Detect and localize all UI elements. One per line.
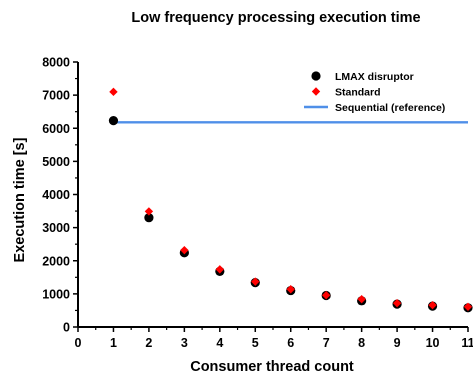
x-tick-label: 9: [394, 336, 401, 350]
x-tick-label: 1: [110, 336, 117, 350]
x-tick-label: 5: [252, 336, 259, 350]
legend-marker-standard: [311, 87, 321, 96]
point-standard: [286, 285, 295, 294]
x-tick-label: 7: [323, 336, 330, 350]
y-tick-label: 4000: [42, 188, 70, 202]
x-axis-label: Consumer thread count: [190, 359, 354, 375]
x-tick-label: 4: [216, 336, 223, 350]
point-standard: [428, 300, 437, 310]
y-axis-label: Execution time [s]: [12, 137, 28, 262]
point-standard: [144, 207, 154, 216]
legend-marker-lmax-disruptor: [311, 71, 321, 81]
x-tick-label: 10: [426, 336, 440, 350]
x-tick-label: 8: [358, 336, 365, 350]
point-standard: [109, 87, 118, 97]
y-tick-label: 1000: [42, 287, 70, 301]
x-tick-label: 2: [145, 336, 152, 350]
point-standard: [251, 277, 260, 286]
y-tick-label: 8000: [42, 56, 70, 70]
x-tick-label: 11: [461, 336, 473, 350]
series-layer: [108, 87, 473, 313]
legend-label: Sequential (reference): [335, 102, 445, 114]
legend-label: LMAX disruptor: [335, 71, 414, 83]
point-standard: [321, 291, 331, 300]
y-axis: 0 1000 2000 3000 4000 5000 6000 7000 8000: [42, 56, 78, 335]
x-tick-label: 0: [75, 336, 82, 350]
point-lmax-disruptor: [144, 213, 154, 223]
point-standard: [215, 265, 225, 274]
point-standard: [463, 302, 473, 311]
point-standard: [392, 298, 402, 308]
point-standard: [180, 245, 189, 255]
x-tick-label: 3: [181, 336, 188, 350]
legend: LMAX disruptor Standard Sequential (refere…: [304, 71, 445, 114]
y-tick-label: 5000: [42, 155, 70, 169]
x-axis: 0 1 2 3 4 5 6 7 8 9 10 11: [75, 327, 473, 350]
y-tick-label: 0: [63, 321, 70, 335]
y-tick-label: 7000: [42, 89, 70, 103]
point-standard: [357, 294, 366, 304]
y-tick-label: 2000: [42, 254, 70, 268]
legend-label: Standard: [335, 86, 381, 98]
chart-title: Low frequency processing execution time: [131, 10, 420, 26]
y-tick-label: 3000: [42, 221, 70, 235]
point-lmax-disruptor: [108, 116, 119, 126]
y-tick-label: 6000: [42, 122, 70, 136]
x-tick-label: 6: [287, 336, 294, 350]
